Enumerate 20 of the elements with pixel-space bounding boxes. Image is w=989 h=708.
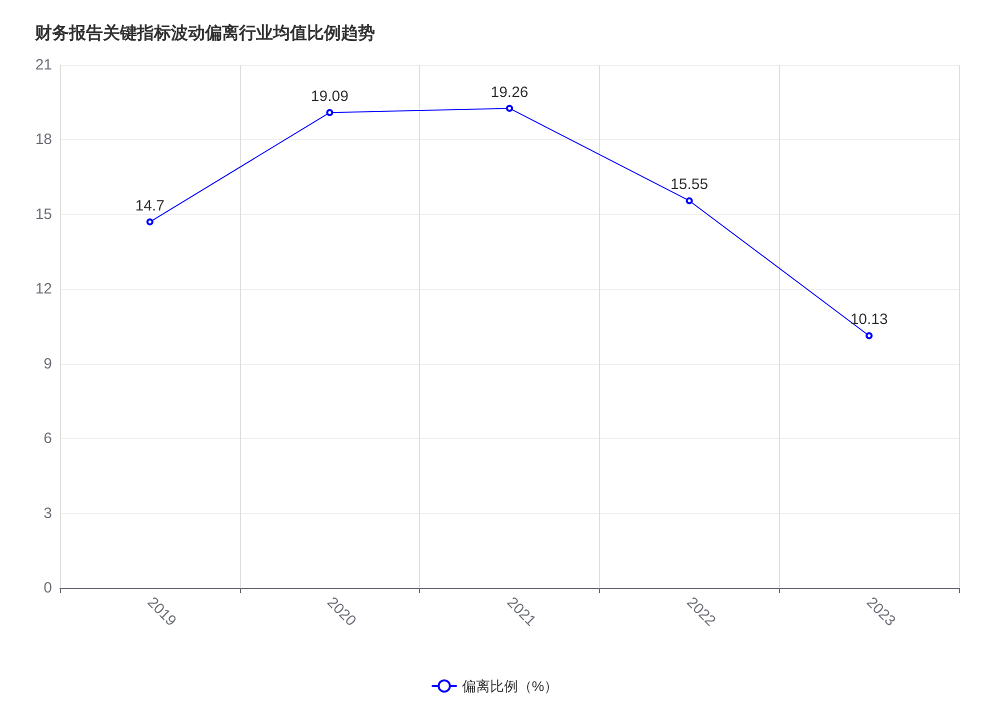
data-label: 15.55 [670,176,708,194]
data-label: 14.7 [135,197,164,214]
point [506,104,513,112]
point [146,218,154,226]
y-tick-label: 21 [35,56,52,74]
y-tick-label: 6 [44,430,52,448]
data-label: 10.13 [850,311,888,328]
y-tick-label: 9 [44,355,52,372]
y-tick-label: 12 [35,280,52,298]
chart-title: 财务报告关键指标波动偏离行业均值比例趋势 [34,24,375,44]
point [326,109,334,116]
y-tick-label: 0 [44,580,52,596]
legend-label: 偏离比例（%） [462,678,558,694]
data-label: 19.09 [310,88,348,106]
y-tick-label: 15 [35,206,52,223]
point [866,332,873,340]
y-tick-label: 3 [44,504,52,522]
data-label: 19.26 [490,84,528,101]
point [686,197,693,204]
y-tick-label: 18 [35,131,52,148]
